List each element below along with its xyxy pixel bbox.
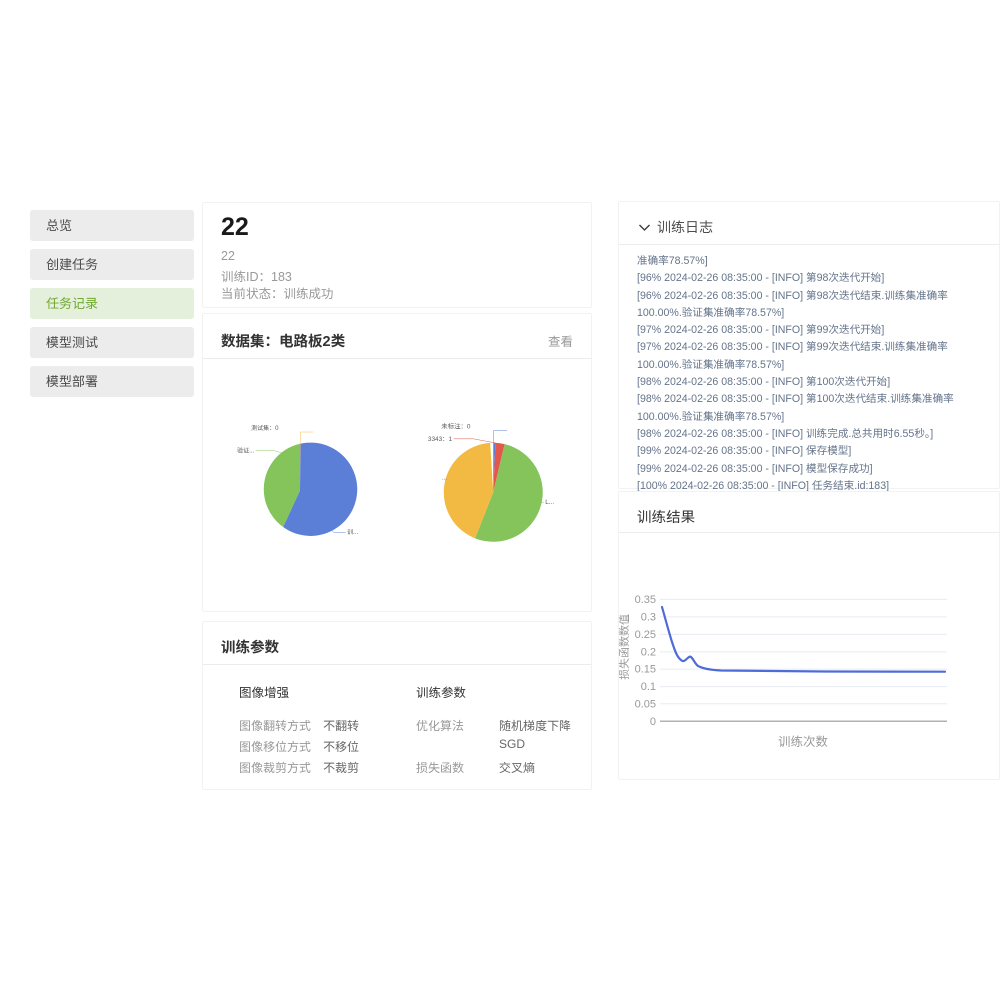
svg-text:0.1: 0.1 — [641, 681, 656, 693]
svg-text:0: 0 — [650, 716, 656, 728]
svg-text:损失函数数值: 损失函数数值 — [618, 614, 631, 680]
svg-text:0.05: 0.05 — [635, 698, 656, 710]
svg-text:0.35: 0.35 — [635, 594, 656, 606]
svg-text:3343：1: 3343：1 — [428, 436, 453, 443]
svg-text:训练次数: 训练次数 — [778, 735, 829, 749]
svg-text:...: ... — [442, 475, 448, 482]
svg-text:0.3: 0.3 — [641, 612, 656, 624]
svg-text:0.2: 0.2 — [641, 647, 656, 659]
svg-text:0.15: 0.15 — [635, 664, 656, 676]
svg-text:验证...: 验证... — [237, 446, 254, 454]
svg-text:未标注：0: 未标注：0 — [442, 423, 472, 430]
svg-text:测试集：0: 测试集：0 — [251, 425, 279, 432]
svg-text:L...: L... — [546, 499, 555, 506]
svg-text:0.25: 0.25 — [635, 629, 656, 641]
svg-text:训...: 训... — [347, 528, 358, 536]
